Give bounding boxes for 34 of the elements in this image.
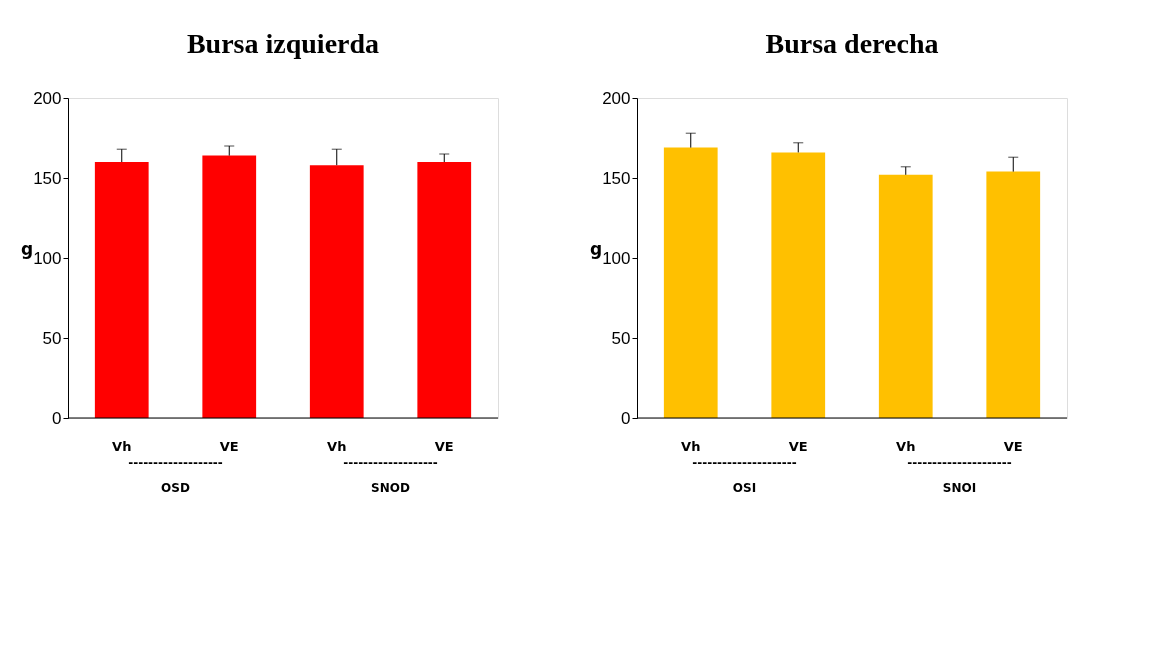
y-tick-label: 50 [611,328,631,348]
chart-title: Bursa izquierda [186,28,380,59]
text: OSI [732,481,757,495]
y-tick-label: 100 [33,248,62,268]
y-axis-title: g [21,238,34,259]
x-tick-label: VE [788,438,808,454]
text: ------------------- [128,456,223,470]
text: OSD [161,481,190,495]
x-tick-label: VE [219,438,239,454]
bar [986,171,1041,418]
y-tick-label: 0 [621,408,631,428]
chart-title: Bursa derecha [765,28,939,59]
bar [878,174,933,418]
y-tick-label: 100 [602,248,631,268]
y-tick-label: 200 [33,88,62,108]
y-tick-label: 0 [52,408,62,428]
y-tick-label: 150 [602,168,631,188]
x-tick-label: Vh [327,438,347,454]
x-tick-label: VE [434,438,454,454]
y-tick-label: 200 [602,88,631,108]
bar [771,152,826,418]
text: ------------------- [343,456,438,470]
text: SNOI [942,481,977,495]
x-tick-label: Vh [112,438,132,454]
text: --------------------- [907,456,1012,470]
text: --------------------- [692,456,797,470]
y-tick-label: 50 [42,328,62,348]
y-tick-label: 150 [33,168,62,188]
x-tick-label: Vh [681,438,701,454]
x-tick-label: VE [1003,438,1023,454]
bar [663,147,718,418]
text: SNOD [371,481,410,495]
y-axis-title: g [590,238,603,259]
x-tick-label: Vh [896,438,916,454]
